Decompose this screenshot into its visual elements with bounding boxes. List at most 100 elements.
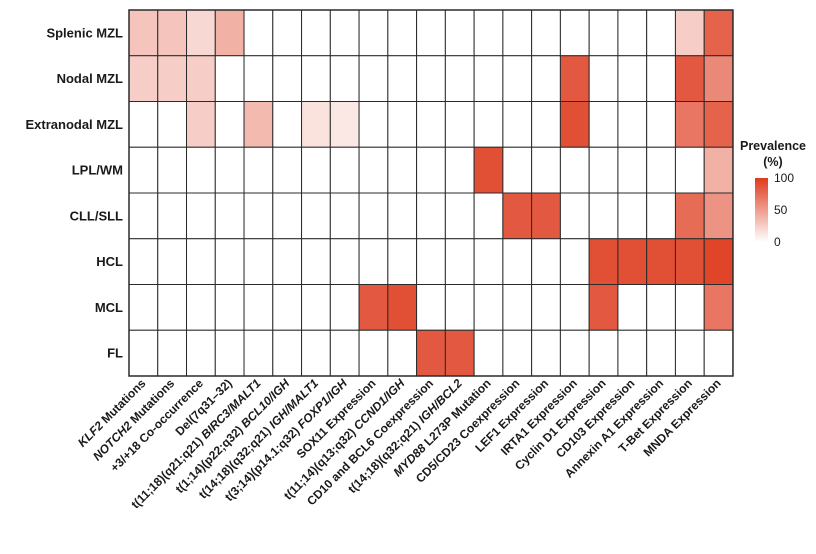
heatmap-cell-r3-c3 <box>214 146 245 194</box>
heatmap-cell-r5-c9 <box>387 238 418 285</box>
heatmap-cell-r3-c15 <box>559 146 590 194</box>
heatmap-cell-r6-c10 <box>416 284 446 331</box>
heatmap-cell-r6-c4 <box>243 284 274 331</box>
heatmap-cell-r1-c18 <box>646 55 676 102</box>
heatmap-cell-r1-c5 <box>272 55 303 102</box>
color-legend: Prevalence (%) 100 50 0 <box>740 139 806 249</box>
heatmap-cell-r1-c20 <box>703 55 734 102</box>
heatmap-cell-r2-c14 <box>531 101 561 148</box>
heatmap-cell-r5-c2 <box>186 238 216 285</box>
heatmap-border <box>128 9 734 377</box>
heatmap-cell-r7-c13 <box>502 329 533 377</box>
heatmap-cell-r2-c19 <box>674 101 705 148</box>
heatmap-cell-r1-c4 <box>243 55 274 102</box>
heatmap-cell-r1-c17 <box>617 55 648 102</box>
heatmap-cell-r4-c11 <box>444 192 475 240</box>
row-label-splenic-mzl: Splenic MZL <box>46 25 123 40</box>
heatmap-cell-r4-c9 <box>387 192 418 240</box>
heatmap-cell-r5-c20 <box>703 238 734 285</box>
row-labels: Splenic MZL Nodal MZL Extranodal MZL LPL/WM… <box>25 25 123 360</box>
heatmap-cell-r5-c17 <box>617 238 648 285</box>
heatmap-cell-r1-c8 <box>358 55 389 102</box>
heatmap-cell-r4-c6 <box>301 192 331 240</box>
heatmap-cell-r1-c14 <box>531 55 561 102</box>
heatmap-cell-r2-c3 <box>214 101 245 148</box>
heatmap-cell-r3-c8 <box>358 146 389 194</box>
heatmap-cell-r4-c15 <box>559 192 590 240</box>
heatmap-cell-r4-c12 <box>473 192 504 240</box>
legend-tick-0: 0 <box>774 235 781 249</box>
heatmap-cell-r6-c20 <box>703 284 734 331</box>
heatmap-cell-r6-c7 <box>329 284 360 331</box>
heatmap-cell-r6-c3 <box>214 284 245 331</box>
heatmap-cell-r2-c10 <box>416 101 446 148</box>
heatmap-cell-r5-c13 <box>502 238 533 285</box>
heatmap-cell-r0-c13 <box>502 9 533 57</box>
heatmap-cell-r5-c16 <box>588 238 619 285</box>
heatmap-cell-r7-c6 <box>301 329 331 377</box>
heatmap-cell-r1-c2 <box>186 55 216 102</box>
heatmap-cell-r1-c0 <box>128 55 159 102</box>
heatmap-cell-r2-c4 <box>243 101 274 148</box>
heatmap-cell-r7-c19 <box>674 329 705 377</box>
legend-color-bar <box>755 178 768 242</box>
heatmap-cell-r5-c6 <box>301 238 331 285</box>
heatmap-cell-r4-c8 <box>358 192 389 240</box>
heatmap-cell-r3-c20 <box>703 146 734 194</box>
heatmap-cell-r5-c7 <box>329 238 360 285</box>
heatmap-cell-r6-c15 <box>559 284 590 331</box>
heatmap-cell-r6-c13 <box>502 284 533 331</box>
heatmap-cell-r2-c11 <box>444 101 475 148</box>
legend-title-line2: (%) <box>763 155 782 169</box>
heatmap-cell-r3-c1 <box>157 146 188 194</box>
heatmap-cell-r0-c17 <box>617 9 648 57</box>
heatmap-cell-r0-c6 <box>301 9 331 57</box>
heatmap-cell-r1-c15 <box>559 55 590 102</box>
row-label-mcl: MCL <box>95 300 123 315</box>
heatmap-cell-r6-c17 <box>617 284 648 331</box>
heatmap-cell-r2-c2 <box>186 101 216 148</box>
heatmap-cell-r3-c5 <box>272 146 303 194</box>
heatmap-cell-r2-c13 <box>502 101 533 148</box>
heatmap-cell-r0-c7 <box>329 9 360 57</box>
heatmap-cell-r6-c16 <box>588 284 619 331</box>
heatmap-cell-r2-c16 <box>588 101 619 148</box>
heatmap-cell-r0-c0 <box>128 9 159 57</box>
heatmap-cell-r1-c10 <box>416 55 446 102</box>
heatmap-cell-r7-c0 <box>128 329 159 377</box>
legend-tick-100: 100 <box>774 171 794 185</box>
heatmap-cell-r5-c11 <box>444 238 475 285</box>
heatmap-cell-r1-c12 <box>473 55 504 102</box>
heatmap-cell-r6-c5 <box>272 284 303 331</box>
heatmap-cell-r0-c4 <box>243 9 274 57</box>
heatmap-cell-r5-c5 <box>272 238 303 285</box>
heatmap-cell-r3-c10 <box>416 146 446 194</box>
cells-layer <box>128 9 734 377</box>
heatmap-cell-r3-c18 <box>646 146 676 194</box>
heatmap-cell-r2-c20 <box>703 101 734 148</box>
heatmap-cell-r7-c12 <box>473 329 504 377</box>
heatmap-cell-r7-c1 <box>157 329 188 377</box>
heatmap-cell-r6-c14 <box>531 284 561 331</box>
legend-tick-50: 50 <box>774 203 788 217</box>
heatmap-cell-r0-c2 <box>186 9 216 57</box>
heatmap-cell-r3-c13 <box>502 146 533 194</box>
heatmap-cell-r6-c18 <box>646 284 676 331</box>
heatmap-cell-r3-c16 <box>588 146 619 194</box>
heatmap-cell-r0-c20 <box>703 9 734 57</box>
row-label-hcl: HCL <box>96 254 123 269</box>
heatmap-cell-r2-c17 <box>617 101 648 148</box>
row-label-fl: FL <box>107 346 123 361</box>
heatmap-cell-r3-c14 <box>531 146 561 194</box>
heatmap-cell-r1-c7 <box>329 55 360 102</box>
heatmap-cell-r1-c1 <box>157 55 188 102</box>
heatmap-cell-r0-c14 <box>531 9 561 57</box>
heatmap-cell-r4-c18 <box>646 192 676 240</box>
heatmap-cell-r7-c18 <box>646 329 676 377</box>
heatmap-cell-r3-c7 <box>329 146 360 194</box>
heatmap-cell-r7-c5 <box>272 329 303 377</box>
heatmap-cell-r5-c14 <box>531 238 561 285</box>
heatmap-cell-r7-c9 <box>387 329 418 377</box>
